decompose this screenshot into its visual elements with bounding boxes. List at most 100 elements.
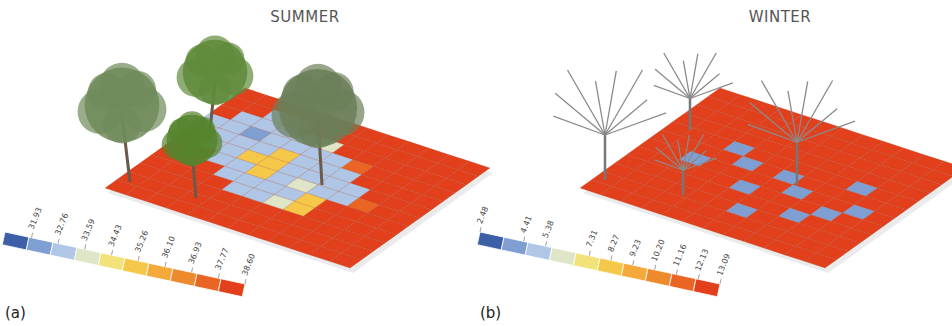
tree-branch	[690, 53, 716, 98]
tree-branch	[654, 85, 690, 98]
tree-branch	[797, 81, 833, 143]
colorbar-band	[2, 232, 29, 250]
figure: SUMMER(a)31.9332.7633.5934.4335.2636.103…	[0, 0, 952, 326]
tree-branch	[662, 135, 683, 171]
colorbar-band	[170, 268, 197, 286]
colorbar-band	[525, 242, 552, 260]
tree-canopy	[190, 117, 216, 143]
colorbar-tick	[245, 279, 246, 284]
colorbar-tick	[676, 270, 677, 275]
colorbar-band	[26, 237, 53, 255]
tree-branch	[605, 113, 666, 135]
colorbar-label: 4.41	[519, 215, 534, 235]
colorbar-tick	[524, 237, 525, 242]
colorbar-label: 11.16	[672, 243, 689, 268]
colorbar-label: 7.31	[584, 229, 599, 249]
tree-branch	[690, 83, 733, 99]
colorbar-label: 35.26	[133, 229, 150, 254]
panel: WINTER(b)2.484.415.387.318.279.2310.2011…	[475, 8, 952, 322]
panel: SUMMER(a)31.9332.7633.5934.4335.2636.103…	[2, 8, 493, 322]
tree-canopy	[212, 43, 244, 75]
colorbar-tick	[165, 262, 166, 267]
colorbar-tick	[138, 256, 139, 261]
colorbar-tick	[655, 265, 656, 270]
colorbar-tick	[611, 255, 612, 260]
tree-branch	[655, 69, 690, 98]
colorbar-tick	[32, 233, 33, 238]
colorbar: 2.484.415.387.318.279.2310.2011.1612.131…	[475, 205, 732, 297]
colorbar-band	[74, 248, 101, 266]
panel-title: SUMMER	[270, 8, 339, 26]
panel-label: (b)	[480, 304, 501, 322]
heatmap-cell	[330, 253, 362, 268]
tree-trunk	[604, 135, 607, 180]
colorbar-label: 2.48	[475, 205, 490, 225]
colorbar-tick	[589, 251, 590, 256]
tree-branch	[683, 61, 690, 99]
colorbar-tick	[112, 250, 113, 255]
tree-branch	[761, 81, 797, 143]
colorbar-label: 10.20	[650, 238, 667, 263]
tree-branch	[788, 91, 797, 142]
tree-branch	[797, 109, 837, 143]
tree-canopy	[103, 106, 140, 143]
colorbar-label: 33.59	[80, 218, 97, 243]
colorbar-band	[98, 253, 125, 271]
heatmap	[580, 88, 952, 268]
tree-canopy	[119, 71, 156, 108]
tree-branch	[605, 100, 647, 135]
plane-shadow	[583, 93, 952, 273]
colorbar-tick	[480, 227, 481, 232]
colorbar-band	[549, 248, 576, 266]
colorbar-tick	[546, 241, 547, 246]
colorbar-tick	[698, 274, 699, 279]
colorbar-band	[597, 258, 624, 276]
colorbar-band	[621, 263, 648, 281]
tree-branch	[690, 74, 719, 99]
colorbar-label: 32.76	[53, 212, 70, 237]
colorbar-band	[501, 237, 528, 255]
tree-branch	[568, 70, 606, 135]
colorbar-label: 37.77	[214, 247, 231, 272]
colorbar-label: 36.10	[160, 235, 177, 260]
trees	[78, 36, 365, 198]
tree-branch	[595, 81, 605, 135]
colorbar-tick	[633, 260, 634, 265]
tree-branch	[555, 93, 605, 135]
tree-canopy	[179, 141, 205, 167]
tree-branch	[683, 151, 706, 170]
tree-canopy	[199, 73, 231, 105]
colorbar-label: 31.93	[27, 206, 44, 231]
tree-branch	[605, 70, 643, 135]
colorbar-tick	[720, 279, 721, 284]
colorbar-band	[50, 242, 77, 260]
tree-branch	[655, 160, 683, 170]
tree-branch	[553, 116, 605, 135]
tree-branch	[664, 53, 690, 98]
colorbar: 31.9332.7633.5934.4335.2636.1036.9337.77…	[2, 206, 257, 297]
heatmap-cell	[805, 253, 837, 268]
tree-branch	[678, 140, 683, 170]
colorbar-label: 34.43	[107, 223, 124, 248]
tree-branch	[683, 158, 717, 170]
colorbar-band	[573, 253, 600, 271]
colorbar-label: 9.23	[628, 238, 643, 258]
colorbar-tick	[58, 239, 59, 244]
tree-branch	[797, 121, 855, 142]
colorbar-label: 5.38	[541, 219, 556, 239]
colorbar-band	[146, 263, 173, 281]
tree-trunk	[689, 99, 692, 131]
colorbar-band	[669, 274, 696, 292]
plane-shadow	[108, 93, 493, 273]
colorbar-tick	[85, 244, 86, 249]
colorbar-band	[122, 258, 149, 276]
colorbar-label: 38.60	[240, 252, 257, 277]
colorbar-band	[218, 279, 245, 297]
colorbar-tick	[218, 273, 219, 278]
colorbar-band	[645, 268, 672, 286]
tree-canopy	[298, 109, 337, 148]
colorbar-band	[693, 279, 720, 297]
panel-title: WINTER	[749, 8, 812, 26]
tree-canopy	[315, 72, 354, 111]
tree-trunk	[682, 170, 685, 195]
